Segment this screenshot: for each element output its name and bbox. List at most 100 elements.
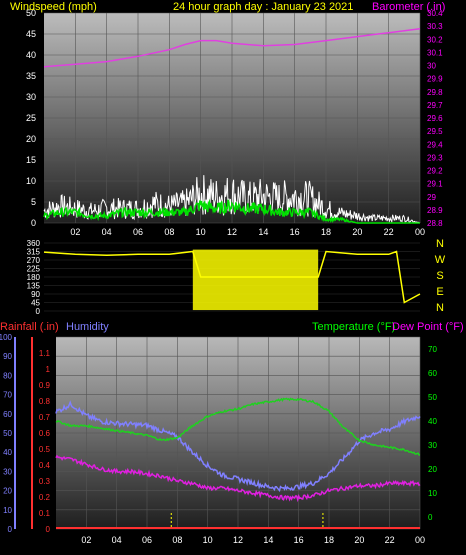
x-tick-label: 08 <box>164 227 174 237</box>
direction-oscillation-band <box>192 249 319 311</box>
rainfall-tick-label: 0.2 <box>39 493 51 502</box>
wind-tick-label: 5 <box>31 197 36 207</box>
windspeed-axis-title: Windspeed (mph) <box>10 1 97 13</box>
x-tick-label: 20 <box>354 535 364 545</box>
rainfall-tick-label: 0.3 <box>39 477 51 486</box>
rainfall-tick-label: 0.7 <box>39 413 51 422</box>
barometer-tick-label: 30.2 <box>427 35 443 44</box>
direction-tick-label: 90 <box>31 290 40 299</box>
x-tick-label: 18 <box>324 535 334 545</box>
barometer-tick-label: 29.2 <box>427 167 443 176</box>
humidity-tick-label: 10 <box>3 506 12 515</box>
temperature-tick-label: 30 <box>428 441 437 450</box>
compass-letter: E <box>436 286 443 298</box>
direction-series <box>43 250 421 304</box>
x-tick-label: 12 <box>227 227 237 237</box>
rainfall-tick-label: 0.8 <box>39 397 51 406</box>
temperature-series <box>55 397 421 456</box>
bottom-x-ticks: 02 04 06 08 10 12 14 16 18 20 22 00 <box>81 535 425 545</box>
direction-tick-label: 315 <box>27 248 41 257</box>
rainfall-tick-label: 0.4 <box>39 461 51 470</box>
humidity-axis-title: Humidity <box>66 321 109 333</box>
barometer-tick-label: 29.9 <box>427 75 443 84</box>
wind-average-series <box>43 199 420 224</box>
wind-tick-label: 50 <box>26 8 36 18</box>
x-tick-label: 04 <box>102 227 112 237</box>
rainfall-axis-ticks: 0 0.1 0.2 0.3 0.4 0.5 0.6 0.7 0.8 0.9 1 1.1 <box>39 349 51 534</box>
x-tick-label: 20 <box>352 227 362 237</box>
x-tick-label: 18 <box>321 227 331 237</box>
x-tick-label: 16 <box>294 535 304 545</box>
x-tick-label: 14 <box>258 227 268 237</box>
x-tick-label: 06 <box>133 227 143 237</box>
barometer-axis-ticks: 28.8 28.9 29 29.1 29.2 29.3 29.4 29.5 29.6 29.7 29… <box>427 9 443 228</box>
temperature-tick-label: 70 <box>428 345 437 354</box>
wind-tick-label: 20 <box>26 134 36 144</box>
x-tick-label: 00 <box>415 227 425 237</box>
humidity-tick-label: 30 <box>3 467 12 476</box>
barometer-tick-label: 29.6 <box>427 114 443 123</box>
wind-tick-label: 0 <box>31 218 36 228</box>
x-tick-label: 22 <box>384 227 394 237</box>
direction-tick-label: 45 <box>31 299 40 308</box>
rainfall-tick-label: 0.9 <box>39 381 51 390</box>
barometer-tick-label: 29.7 <box>427 101 443 110</box>
humidity-tick-label: 40 <box>3 448 12 457</box>
rainfall-tick-label: 0.6 <box>39 429 51 438</box>
barometer-tick-label: 28.8 <box>427 219 443 228</box>
wind-tick-label: 30 <box>26 92 36 102</box>
barometer-tick-label: 28.9 <box>427 206 443 215</box>
barometer-tick-label: 29.1 <box>427 180 443 189</box>
wind-grid <box>44 12 421 224</box>
rainfall-axis-bar <box>31 337 33 529</box>
wind-tick-label: 35 <box>26 71 36 81</box>
humidity-axis-bar <box>14 337 16 529</box>
x-tick-label: 16 <box>290 227 300 237</box>
rainfall-tick-label: 1.1 <box>39 349 51 358</box>
humidity-axis-ticks: 0 10 20 30 40 50 60 70 80 90 100 <box>0 333 13 534</box>
x-tick-label: 14 <box>263 535 273 545</box>
rainfall-tick-label: 0.1 <box>39 509 51 518</box>
x-tick-label: 10 <box>196 227 206 237</box>
x-tick-label: 06 <box>142 535 152 545</box>
barometer-tick-label: 30.3 <box>427 22 443 31</box>
wind-tick-label: 45 <box>26 29 36 39</box>
temperature-tick-label: 20 <box>428 465 437 474</box>
humidity-tick-label: 60 <box>3 410 12 419</box>
direction-tick-label: 180 <box>27 273 41 282</box>
wind-tick-label: 25 <box>26 113 36 123</box>
temperature-tick-label: 10 <box>428 489 437 498</box>
humidity-tick-label: 50 <box>3 429 12 438</box>
direction-tick-label: 225 <box>27 265 41 274</box>
rainfall-tick-label: 0.5 <box>39 445 51 454</box>
humidity-tick-label: 90 <box>3 352 12 361</box>
direction-tick-label: 0 <box>36 307 41 316</box>
compass-letter: N <box>436 302 444 314</box>
barometer-series <box>43 27 421 68</box>
temperature-tick-label: 60 <box>428 369 437 378</box>
wind-tick-label: 40 <box>26 50 36 60</box>
barometer-tick-label: 30 <box>427 62 436 71</box>
chart-date-title: 24 hour graph day : January 23 2021 <box>173 1 353 13</box>
humidity-tick-label: 0 <box>8 525 13 534</box>
humidity-tick-label: 70 <box>3 391 12 400</box>
barometer-tick-label: 30.4 <box>427 9 443 18</box>
barometer-tick-label: 29.8 <box>427 88 443 97</box>
x-tick-label: 22 <box>385 535 395 545</box>
x-tick-label: 00 <box>415 535 425 545</box>
wind-tick-label: 10 <box>26 176 36 186</box>
temperature-axis-title: Temperature (°F) <box>312 321 395 333</box>
humidity-series <box>55 400 421 493</box>
temperature-tick-label: 50 <box>428 393 437 402</box>
barometer-tick-label: 30.1 <box>427 48 443 57</box>
temperature-tick-label: 0 <box>428 513 433 522</box>
wind-x-ticks: 02 04 06 08 10 12 14 16 18 20 22 00 <box>70 227 425 237</box>
wind-axis-ticks: 0 5 10 15 20 25 30 35 40 45 50 <box>26 8 36 228</box>
x-tick-label: 04 <box>112 535 122 545</box>
x-tick-label: 08 <box>172 535 182 545</box>
